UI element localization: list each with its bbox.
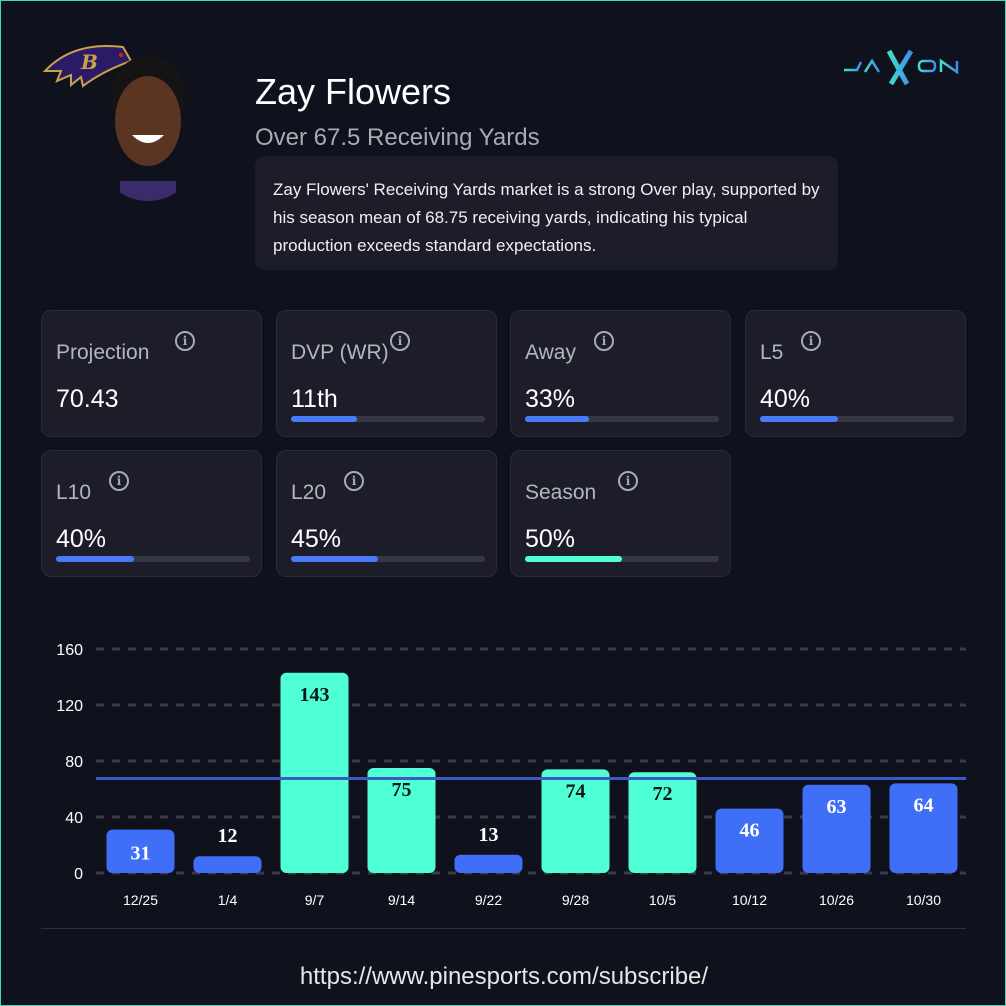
x-tick-label: 9/14	[388, 892, 415, 908]
bar	[628, 772, 697, 873]
bar	[541, 769, 610, 873]
stat-progress-bar	[291, 416, 485, 422]
stat-progress-fill	[525, 556, 622, 562]
stat-progress-fill	[56, 556, 134, 562]
x-tick-label: 12/25	[123, 892, 158, 908]
stat-card-away: Away i 33%	[510, 310, 731, 437]
stat-label: Away	[525, 341, 576, 364]
x-tick-label: 10/5	[649, 892, 676, 908]
stat-card-l20: L20 i 45%	[276, 450, 497, 577]
stat-progress-bar	[291, 556, 485, 562]
info-icon[interactable]: i	[344, 471, 364, 491]
player-name: Zay Flowers	[255, 71, 452, 112]
stat-progress-bar	[760, 416, 954, 422]
bar-value-label: 46	[740, 820, 760, 842]
market-summary: Zay Flowers' Receiving Yards market is a…	[255, 156, 838, 270]
x-tick-label: 10/30	[906, 892, 941, 908]
bar-value-label: 13	[479, 824, 499, 846]
stat-value: 33%	[525, 385, 576, 413]
info-icon[interactable]: i	[175, 331, 195, 351]
stat-progress-fill	[760, 416, 838, 422]
info-icon[interactable]: i	[594, 331, 614, 351]
x-tick-label: 9/7	[305, 892, 325, 908]
bar	[454, 854, 523, 873]
y-tick-label: 160	[56, 642, 83, 659]
bar	[889, 783, 958, 873]
bar-value-label: 63	[827, 796, 847, 818]
stat-card-season: Season i 50%	[510, 450, 731, 577]
stat-progress-bar	[525, 556, 719, 562]
player-avatar	[98, 51, 198, 201]
stat-value: 50%	[525, 525, 576, 553]
y-tick-label: 80	[65, 754, 83, 771]
bar-value-label: 74	[566, 780, 586, 802]
subscribe-link[interactable]: https://www.pinesports.com/subscribe/	[299, 963, 709, 990]
stat-card-projection: Projection i 70.43	[41, 310, 262, 437]
stat-value: 40%	[56, 525, 107, 553]
stat-label: L5	[760, 341, 784, 364]
stat-label: Season	[525, 481, 597, 504]
stat-progress-fill	[291, 556, 379, 562]
stat-label: Projection	[56, 341, 150, 364]
stat-label: DVP (WR)	[291, 341, 389, 364]
bar	[802, 784, 871, 873]
x-tick-label: 1/4	[218, 892, 238, 908]
stat-progress-bar	[56, 556, 250, 562]
stat-card-l5: L5 i 40%	[745, 310, 966, 437]
info-icon[interactable]: i	[801, 331, 821, 351]
stat-label: L10	[56, 481, 92, 504]
info-icon[interactable]: i	[618, 471, 638, 491]
info-icon[interactable]: i	[390, 331, 410, 351]
bar	[193, 856, 262, 873]
bar	[280, 672, 349, 873]
info-icon[interactable]: i	[109, 471, 129, 491]
x-tick-label: 9/28	[562, 892, 589, 908]
x-tick-label: 10/26	[819, 892, 854, 908]
stat-value: 45%	[291, 525, 342, 553]
stat-value: 40%	[760, 385, 811, 413]
bar-value-label: 72	[653, 783, 673, 805]
stat-progress-fill	[291, 416, 357, 422]
svg-text:B: B	[80, 50, 98, 74]
x-tick-label: 9/22	[475, 892, 502, 908]
brand-logo	[844, 49, 959, 86]
bar-value-label: 12	[218, 825, 238, 847]
stat-progress-bar	[525, 416, 719, 422]
bar	[106, 829, 175, 873]
stat-label: L20	[291, 481, 327, 504]
bar	[367, 768, 436, 873]
divider	[41, 928, 966, 929]
x-tick-label: 10/12	[732, 892, 767, 908]
y-tick-label: 0	[74, 866, 83, 883]
stat-card-dvp-wr: DVP (WR) i 11th	[276, 310, 497, 437]
receiving-yards-chart: 0 40 80 120 160 31 12/25 12 1/4 143 9/7 75 9/14 13 9/2…	[56, 642, 966, 908]
stat-card-l10: L10 i 40%	[41, 450, 262, 577]
y-tick-label: 120	[56, 698, 83, 715]
stat-value: 70.43	[56, 385, 119, 413]
y-tick-label: 40	[65, 810, 83, 827]
bar	[715, 808, 784, 873]
bar-value-label: 31	[131, 842, 151, 864]
bar-value-label: 64	[914, 794, 934, 816]
bar-value-label: 143	[300, 684, 330, 706]
stat-value: 11th	[291, 385, 338, 413]
market-title: Over 67.5 Receiving Yards	[255, 124, 540, 151]
team-logo: B	[43, 45, 133, 88]
stat-progress-fill	[525, 416, 590, 422]
bar-value-label: 75	[392, 779, 412, 801]
